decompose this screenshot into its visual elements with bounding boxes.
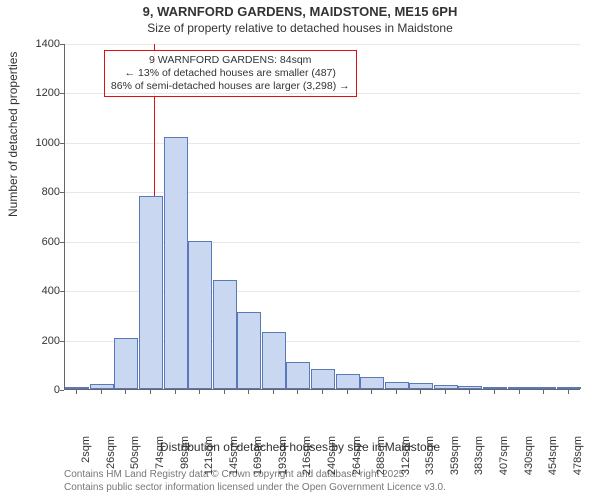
xtick-mark <box>494 390 495 394</box>
xtick-mark <box>76 390 77 394</box>
xtick-label: 2sqm <box>80 436 92 463</box>
xtick-label: 193sqm <box>277 436 289 475</box>
xtick-label: 264sqm <box>351 436 363 475</box>
ytick-label: 1400 <box>10 38 60 50</box>
histogram-bar <box>188 241 212 389</box>
plot-area: 9 WARNFORD GARDENS: 84sqm ← 13% of detac… <box>64 44 580 390</box>
xtick-mark <box>519 390 520 394</box>
xtick-label: 169sqm <box>252 436 264 475</box>
histogram-bar <box>262 332 286 389</box>
footer-line: Contains public sector information licen… <box>64 482 590 495</box>
xtick-mark <box>445 390 446 394</box>
xtick-mark <box>347 390 348 394</box>
xtick-mark <box>125 390 126 394</box>
ytick-label: 400 <box>10 285 60 297</box>
ytick-label: 1200 <box>10 87 60 99</box>
histogram-bar <box>434 385 458 389</box>
histogram-bar <box>237 312 261 389</box>
gridline <box>65 44 580 45</box>
gridline <box>65 93 580 94</box>
xtick-mark <box>150 390 151 394</box>
histogram-bar <box>483 387 507 389</box>
xtick-label: 478sqm <box>572 436 584 475</box>
ytick-mark <box>60 390 64 391</box>
annotation-line: 86% of semi-detached houses are larger (… <box>111 80 350 93</box>
histogram-bar <box>65 387 89 389</box>
ytick-label: 800 <box>10 186 60 198</box>
xtick-label: 359sqm <box>449 436 461 475</box>
ytick-mark <box>60 44 64 45</box>
xtick-label: 335sqm <box>424 436 436 475</box>
title-block: 9, WARNFORD GARDENS, MAIDSTONE, ME15 6PH… <box>0 4 600 35</box>
annotation-line: ← 13% of detached houses are smaller (48… <box>111 67 350 80</box>
ytick-label: 600 <box>10 236 60 248</box>
histogram-bar <box>409 383 433 389</box>
xtick-label: 240sqm <box>326 436 338 475</box>
ytick-mark <box>60 143 64 144</box>
xtick-mark <box>371 390 372 394</box>
histogram-bar <box>213 280 237 389</box>
xtick-label: 288sqm <box>375 436 387 475</box>
gridline <box>65 192 580 193</box>
histogram-bar <box>164 137 188 389</box>
ytick-mark <box>60 291 64 292</box>
xtick-label: 312sqm <box>400 436 412 475</box>
xtick-label: 74sqm <box>154 436 166 469</box>
xtick-mark <box>297 390 298 394</box>
histogram-bar <box>385 382 409 389</box>
xtick-label: 145sqm <box>228 436 240 475</box>
ytick-label: 200 <box>10 335 60 347</box>
xtick-mark <box>273 390 274 394</box>
xtick-label: 430sqm <box>523 436 535 475</box>
xtick-mark <box>175 390 176 394</box>
histogram-bar <box>532 387 556 389</box>
histogram-bar <box>286 362 310 389</box>
xtick-mark <box>543 390 544 394</box>
histogram-bar <box>139 196 163 389</box>
histogram-bar <box>508 387 532 389</box>
histogram-bar <box>458 386 482 389</box>
ytick-mark <box>60 242 64 243</box>
xtick-mark <box>469 390 470 394</box>
chart-title: 9, WARNFORD GARDENS, MAIDSTONE, ME15 6PH <box>0 4 600 19</box>
xtick-label: 98sqm <box>179 436 191 469</box>
ytick-mark <box>60 341 64 342</box>
xtick-label: 383sqm <box>473 436 485 475</box>
xtick-mark <box>248 390 249 394</box>
annotation-box: 9 WARNFORD GARDENS: 84sqm ← 13% of detac… <box>104 50 357 97</box>
xtick-mark <box>322 390 323 394</box>
xtick-mark <box>199 390 200 394</box>
ytick-mark <box>60 192 64 193</box>
xtick-mark <box>568 390 569 394</box>
chart-subtitle: Size of property relative to detached ho… <box>0 21 600 35</box>
gridline <box>65 143 580 144</box>
xtick-label: 121sqm <box>203 436 215 475</box>
histogram-bar <box>557 387 581 389</box>
histogram-bar <box>114 338 138 389</box>
xtick-mark <box>224 390 225 394</box>
histogram-bar <box>336 374 360 389</box>
xtick-label: 50sqm <box>129 436 141 469</box>
xtick-label: 26sqm <box>105 436 117 469</box>
xtick-label: 216sqm <box>301 436 313 475</box>
chart-container: 9, WARNFORD GARDENS, MAIDSTONE, ME15 6PH… <box>0 0 600 500</box>
xtick-mark <box>101 390 102 394</box>
histogram-bar <box>360 377 384 389</box>
ytick-mark <box>60 93 64 94</box>
histogram-bar <box>90 384 114 389</box>
xtick-mark <box>396 390 397 394</box>
xtick-mark <box>420 390 421 394</box>
histogram-bar <box>311 369 335 389</box>
annotation-line: 9 WARNFORD GARDENS: 84sqm <box>111 54 350 67</box>
ytick-label: 0 <box>10 384 60 396</box>
xtick-label: 454sqm <box>547 436 559 475</box>
ytick-label: 1000 <box>10 137 60 149</box>
xtick-label: 407sqm <box>498 436 510 475</box>
